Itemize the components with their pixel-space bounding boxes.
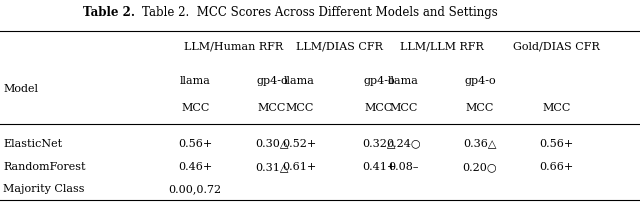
Text: 0.30△: 0.30△ <box>255 138 289 148</box>
Text: MCC: MCC <box>258 103 286 113</box>
Text: MCC: MCC <box>466 103 494 113</box>
Text: Table 2.  MCC Scores Across Different Models and Settings: Table 2. MCC Scores Across Different Mod… <box>142 6 498 19</box>
Text: 0.00,0.72: 0.00,0.72 <box>168 183 222 193</box>
Text: 0.66+: 0.66+ <box>540 162 574 172</box>
Text: 0.56+: 0.56+ <box>178 138 212 148</box>
Text: 0.61+: 0.61+ <box>282 162 317 172</box>
Text: llama: llama <box>388 75 419 85</box>
Text: Gold/DIAS CFR: Gold/DIAS CFR <box>513 41 600 51</box>
Text: gp4-o: gp4-o <box>464 75 496 85</box>
Text: 0.52+: 0.52+ <box>282 138 317 148</box>
Text: 0.36△: 0.36△ <box>463 138 497 148</box>
Text: -0.07,0.44: -0.07,0.44 <box>167 205 223 206</box>
Text: Majority Class: Majority Class <box>3 183 84 193</box>
Text: Table 2.: Table 2. <box>83 6 135 19</box>
Text: Random Label: Random Label <box>3 205 84 206</box>
Text: gp4-o: gp4-o <box>363 75 395 85</box>
Text: 0.20○: 0.20○ <box>463 162 497 172</box>
Text: 0.31△: 0.31△ <box>255 162 289 172</box>
Text: llama: llama <box>284 75 315 85</box>
Text: llama: llama <box>180 75 211 85</box>
Text: 0.24○: 0.24○ <box>386 138 420 148</box>
Text: 0.46+: 0.46+ <box>178 162 212 172</box>
Text: MCC: MCC <box>543 103 571 113</box>
Text: 0.08–: 0.08– <box>388 162 419 172</box>
Text: ElasticNet: ElasticNet <box>3 138 62 148</box>
Text: MCC: MCC <box>285 103 314 113</box>
Text: gp4-o: gp4-o <box>256 75 288 85</box>
Text: LLM/LLM RFR: LLM/LLM RFR <box>400 41 483 51</box>
Text: MCC: MCC <box>365 103 393 113</box>
Text: 0.41+: 0.41+ <box>362 162 396 172</box>
Text: LLM/Human RFR: LLM/Human RFR <box>184 41 283 51</box>
Text: 0.56+: 0.56+ <box>540 138 574 148</box>
Text: Model: Model <box>3 83 38 93</box>
Text: RandomForest: RandomForest <box>3 162 86 172</box>
Text: LLM/DIAS CFR: LLM/DIAS CFR <box>296 41 383 51</box>
Text: 0.32△: 0.32△ <box>362 138 396 148</box>
Text: MCC: MCC <box>181 103 209 113</box>
Text: MCC: MCC <box>389 103 417 113</box>
